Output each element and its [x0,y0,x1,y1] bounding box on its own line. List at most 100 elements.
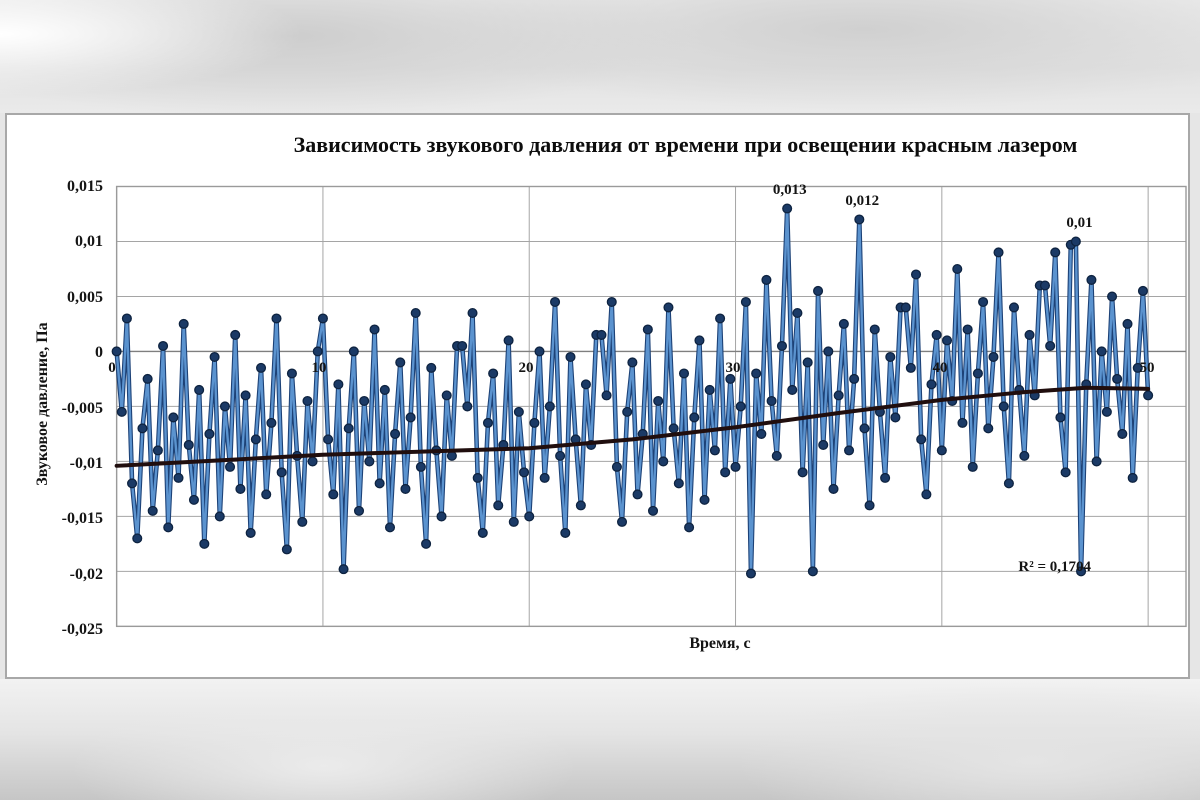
data-point-marker [410,307,421,319]
data-point-marker [472,472,483,483]
data-point-marker [132,533,143,544]
x-tick-label: 20 [518,360,534,376]
data-point-marker [359,395,370,406]
data-point-marker [844,445,855,456]
data-point-marker [513,406,524,417]
data-point-marker [1070,236,1081,247]
data-point-marker [941,335,953,346]
data-point-marker [519,467,530,478]
y-tick-label: -0,01 [69,454,103,472]
data-point-marker [544,401,555,412]
data-point-marker [611,461,622,472]
data-point-marker [158,340,169,351]
data-point-marker [725,373,736,384]
data-point-marker [787,384,798,395]
data-point-marker [565,351,576,362]
data-point-marker [374,478,385,489]
data-point-marker [854,214,865,225]
data-point-marker [921,489,932,500]
data-point-marker [678,368,690,379]
y-tick-label: -0,025 [61,621,103,638]
x-tick-label: 50 [1139,360,1155,376]
plot-frame [115,185,1187,628]
data-point-marker [1008,302,1020,313]
data-point-marker [199,538,210,549]
data-point-marker [823,346,834,357]
y-tick-label: 0 [95,344,103,362]
data-point-marker [1137,285,1148,296]
x-tick-label: 0 [108,360,116,376]
y-tick-label: -0,02 [69,565,103,583]
data-point-marker [658,456,669,467]
chart-panel: Зависимость звукового давления от времен… [5,113,1190,679]
data-point-marker [235,483,246,494]
data-point-marker [864,500,875,511]
data-point-marker [405,412,416,423]
data-point-marker [1086,274,1097,285]
data-point-marker [715,313,726,324]
data-point-marker [1117,428,1128,439]
data-point-marker [297,516,308,527]
data-point-marker [967,461,978,472]
data-point-marker [972,368,983,379]
data-point-marker [776,340,788,351]
data-point-marker [142,373,153,384]
data-point-marker [720,467,731,478]
data-point-marker [1055,412,1066,423]
data-point-marker [147,505,158,516]
data-point-marker [1096,346,1107,357]
data-point-marker [1060,467,1071,478]
data-point-marker [441,390,452,401]
data-point-marker [988,351,999,362]
chart-canvas [111,185,1187,628]
data-point-marker [601,390,612,401]
data-point-marker [885,351,896,362]
data-point-marker [152,445,163,456]
data-point-marker [926,379,937,390]
data-point-marker [482,417,494,428]
data-point-marker [704,384,715,395]
data-point-marker [807,566,818,577]
data-point-marker [668,423,679,434]
data-point-marker [782,203,793,214]
data-point-marker [1101,406,1112,417]
data-point-marker [338,564,349,575]
data-point-marker [606,296,617,307]
data-point-marker [261,489,272,500]
data-point-marker [1091,456,1102,467]
y-tick-label: -0,015 [61,510,103,528]
data-point-marker [281,544,292,555]
data-point-marker [1107,291,1118,302]
data-point-marker [379,384,390,395]
x-tick-label: 40 [932,360,948,376]
data-point-marker [240,390,251,401]
data-point-marker [1045,340,1056,351]
data-point-marker [1003,478,1014,489]
data-point-marker [797,467,808,478]
data-point-marker [905,362,916,373]
data-point-marker [978,296,989,307]
trend-line [114,385,1151,468]
r-squared-label: R² = 0,1704 [1018,559,1092,576]
data-point-marker [642,324,653,335]
data-point-marker [813,285,824,296]
data-point-label: 0,013 [772,182,807,199]
data-point-marker [1127,472,1138,483]
data-point-marker [580,379,591,390]
data-point-marker [116,406,127,417]
data-point-marker [539,472,550,483]
data-point-marker [632,489,643,500]
data-point-marker [168,412,179,423]
data-point-marker [493,500,504,511]
data-point-marker [173,472,184,483]
data-point-marker [756,428,767,439]
x-tick-label: 30 [725,360,741,376]
data-point-marker [957,417,968,428]
data-point-marker [188,494,199,505]
data-point-marker [709,445,720,456]
data-point-marker [910,269,922,280]
data-point-marker [771,450,782,461]
data-point-marker [503,335,514,346]
data-point-marker [1143,390,1154,401]
